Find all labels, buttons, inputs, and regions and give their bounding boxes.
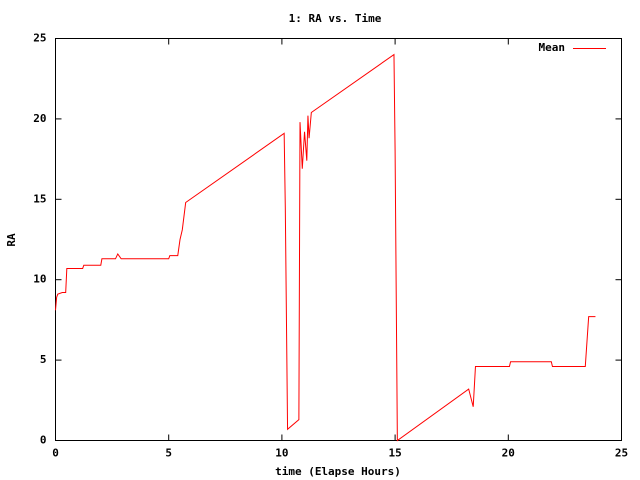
x-tick-label: 5 <box>165 447 172 460</box>
x-tick-label: 10 <box>275 447 288 460</box>
y-tick-label: 0 <box>40 434 47 447</box>
x-tick-label: 0 <box>52 447 59 460</box>
y-tick-label: 10 <box>33 273 46 286</box>
y-tick-label: 20 <box>33 112 46 125</box>
x-tick-label: 15 <box>388 447 401 460</box>
x-tick-label: 25 <box>615 447 628 460</box>
y-tick-label: 15 <box>33 192 46 205</box>
y-axis-label: RA <box>5 233 18 247</box>
legend-label: Mean <box>539 41 566 54</box>
y-tick-label: 25 <box>33 32 46 45</box>
chart-title: 1: RA vs. Time <box>289 12 382 25</box>
x-axis-label: time (Elapse Hours) <box>275 465 401 478</box>
plot-frame <box>55 38 622 441</box>
y-tick-label: 5 <box>40 353 47 366</box>
data-line <box>55 53 596 442</box>
x-tick-label: 20 <box>502 447 515 460</box>
